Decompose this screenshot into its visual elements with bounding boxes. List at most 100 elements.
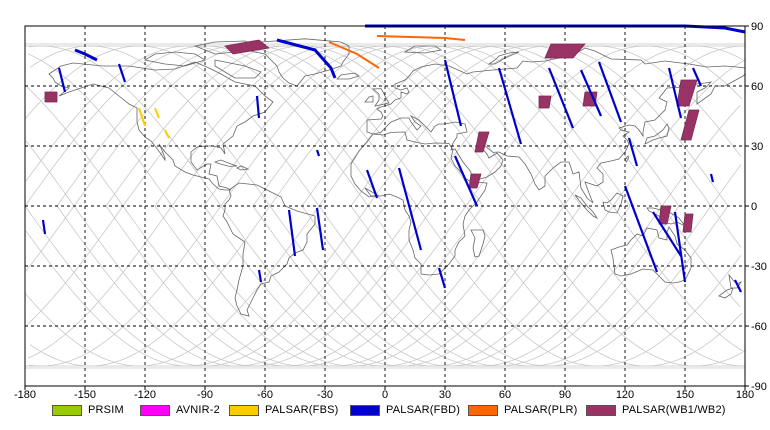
wb-swath: [468, 173, 482, 189]
coastline: [213, 159, 238, 167]
legend-label: PALSAR(FBD): [386, 404, 461, 416]
fbd-strip: [709, 173, 715, 183]
orbit-track: [26, 86, 484, 367]
fbd-arc: [276, 38, 337, 79]
coastline: [602, 192, 624, 214]
fbd-strip: [437, 267, 447, 289]
fbd-strip: [547, 67, 575, 129]
orbit-track: [252, 59, 746, 367]
lon-tick-label: 120: [616, 389, 634, 401]
coastline: [371, 88, 390, 107]
fbd-strip: [255, 95, 261, 119]
fbd-strip: [397, 167, 423, 251]
legend-swatch: [468, 404, 498, 416]
wb-swath: [682, 213, 694, 233]
wb-swath: [680, 109, 700, 141]
coastline: [214, 59, 262, 79]
lat-tick-label: 90: [751, 21, 763, 33]
fbd-strip: [287, 209, 297, 257]
lon-tick-label: -30: [317, 389, 333, 401]
orbit-track: [29, 45, 631, 367]
fbd-strip: [623, 185, 659, 273]
fbs-strip: [164, 129, 170, 139]
plr-arc: [328, 41, 380, 69]
coastline: [143, 51, 206, 67]
orbit-track: [25, 140, 435, 367]
orbit-track: [28, 45, 582, 367]
coastline: [336, 72, 360, 80]
fbd-strip: [57, 67, 67, 93]
lon-tick-label: 180: [736, 389, 754, 401]
coastline: [487, 51, 520, 65]
lon-tick-label: 60: [499, 389, 511, 401]
lat-tick-label: -90: [751, 381, 767, 393]
orbit-track: [25, 45, 729, 367]
coastline: [236, 165, 250, 171]
fbd-strip: [667, 67, 683, 119]
lon-tick-label: -90: [197, 389, 213, 401]
orbit-track: [154, 45, 744, 367]
orbit-track: [105, 45, 743, 367]
coastline: [350, 131, 488, 276]
lon-tick-label: -120: [134, 389, 156, 401]
fbd-arc: [74, 48, 98, 62]
legend-label: PRSIM: [88, 404, 124, 416]
orbit-track: [350, 164, 742, 367]
fbd-strip: [365, 169, 379, 199]
coastline: [222, 182, 316, 317]
orbit-track: [56, 45, 742, 367]
fbd-strip: [627, 137, 639, 167]
coastline: [574, 194, 599, 220]
legend-item-palsar-fbd: PALSAR(FBD): [350, 401, 460, 419]
coastline: [646, 207, 686, 227]
lon-tick-label: 30: [439, 389, 451, 401]
lat-tick-label: -60: [751, 321, 767, 333]
grid-layer: [25, 26, 745, 386]
lon-tick-label: 0: [382, 389, 388, 401]
axis-tick-labels: -180 -150 -120 -90 -60 -30 0 30 60 90 120 150 180 90 6…: [14, 21, 767, 401]
coastline: [48, 61, 274, 191]
orbit-track: [203, 45, 745, 367]
orbit-track: [350, 45, 742, 248]
fbd-strip: [315, 207, 325, 251]
fbd-strip: [597, 61, 623, 123]
wb-swath: [538, 95, 552, 109]
lat-tick-label: 0: [751, 201, 757, 213]
fbd-strip: [652, 211, 682, 257]
fbd-strip: [579, 69, 603, 117]
fbd-strip: [315, 149, 321, 157]
fbd-strip: [257, 269, 263, 283]
wb-swath: [44, 91, 58, 103]
orbit-track: [301, 105, 741, 367]
legend-swatch: [52, 404, 82, 416]
orbit-track: [56, 45, 742, 367]
fbd-strip: [673, 211, 687, 283]
fbd-strip: [497, 67, 523, 145]
legend: PRSIM AVNIR-2 PALSAR(FBS) PALSAR(FBD) PA…: [0, 401, 770, 419]
coastline: [644, 123, 670, 145]
legend-item-avnir-2: AVNIR-2: [140, 401, 220, 419]
coastline: [624, 155, 630, 163]
lat-tick-label: 30: [751, 141, 763, 153]
orbit-track: [105, 45, 743, 367]
lon-tick-label: -180: [14, 389, 36, 401]
legend-swatch: [229, 404, 259, 416]
fbd-strip: [117, 63, 127, 83]
orbit-track: [203, 45, 745, 367]
legend-label: AVNIR-2: [176, 404, 220, 416]
coastline: [718, 287, 734, 299]
orbit-track: [29, 45, 631, 367]
fbd-strip: [41, 219, 47, 235]
wb-swath: [658, 205, 672, 225]
lon-tick-label: -60: [257, 389, 273, 401]
wb-swath: [676, 79, 698, 107]
fbs-strip: [154, 107, 160, 119]
fbd-strip: [453, 155, 479, 207]
coastline: [470, 229, 486, 258]
orbit-track: [26, 45, 484, 326]
wb-swath: [224, 39, 270, 55]
lat-tick-label: 60: [751, 81, 763, 93]
legend-swatch: [586, 404, 616, 416]
lon-tick-label: 90: [559, 389, 571, 401]
